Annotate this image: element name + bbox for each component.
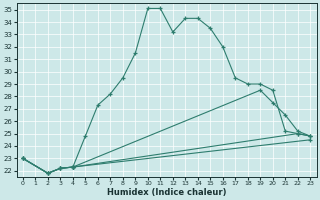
X-axis label: Humidex (Indice chaleur): Humidex (Indice chaleur) [107, 188, 226, 197]
